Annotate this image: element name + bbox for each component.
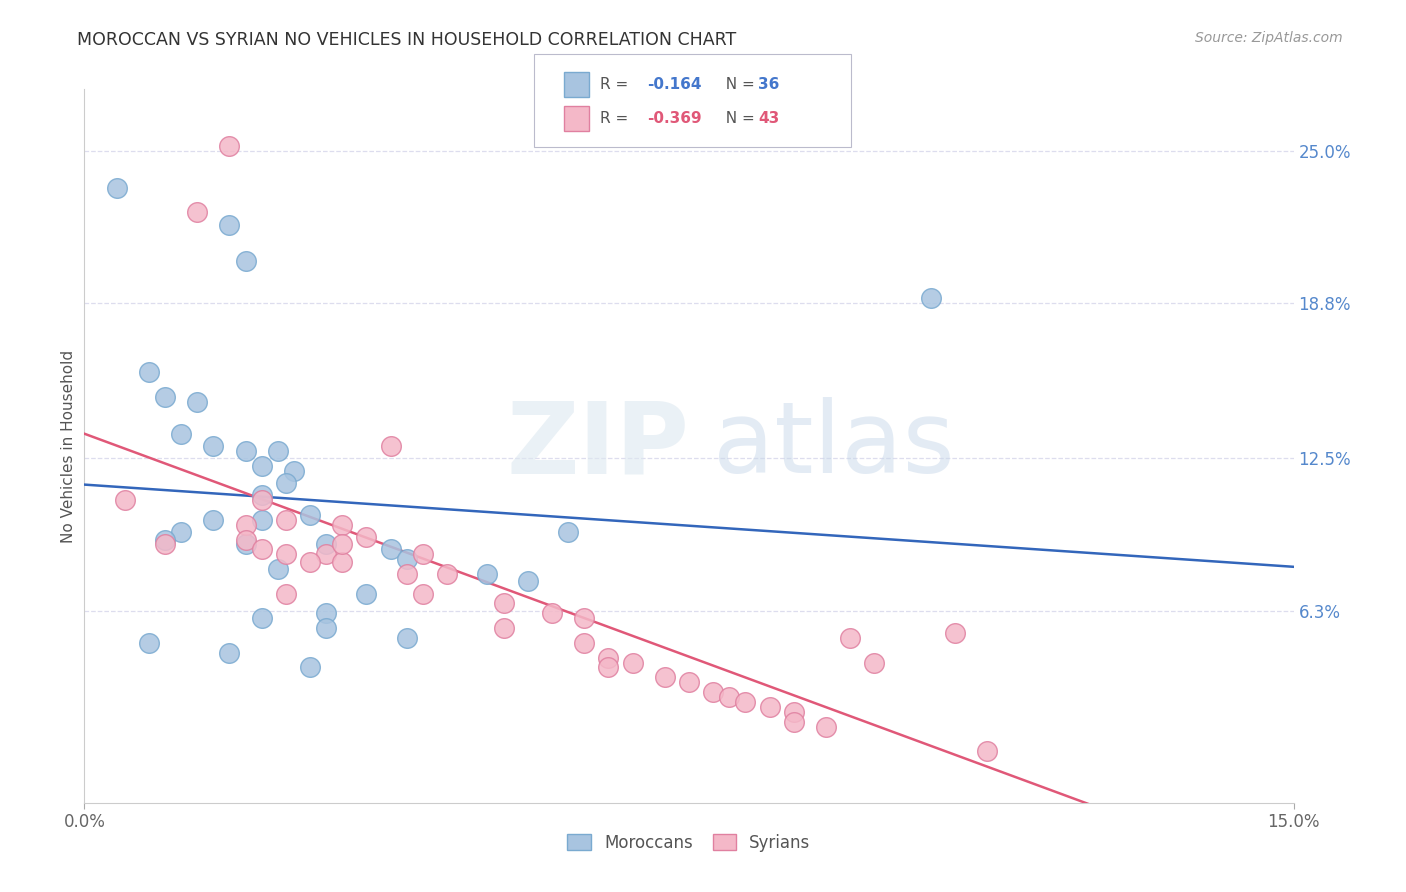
Point [395, 631, 418, 645]
Point [299, 508, 322, 522]
Point [920, 291, 942, 305]
Point [702, 685, 724, 699]
Point [274, 475, 297, 490]
Point [734, 695, 756, 709]
Point [356, 530, 378, 544]
Text: ZIP: ZIP [506, 398, 689, 494]
Text: atlas: atlas [713, 398, 955, 494]
Point [572, 636, 595, 650]
Point [654, 670, 676, 684]
Point [598, 650, 620, 665]
Point [330, 537, 353, 551]
Point [250, 493, 273, 508]
Point [572, 611, 595, 625]
Point [218, 646, 240, 660]
Point [477, 566, 499, 581]
Point [299, 660, 322, 674]
Text: 43: 43 [758, 112, 779, 126]
Point [976, 744, 998, 758]
Text: -0.369: -0.369 [647, 112, 702, 126]
Point [235, 533, 257, 547]
Point [274, 513, 297, 527]
Point [356, 587, 378, 601]
Point [250, 488, 273, 502]
Point [114, 493, 136, 508]
Point [492, 597, 515, 611]
Text: Source: ZipAtlas.com: Source: ZipAtlas.com [1195, 31, 1343, 45]
Point [299, 555, 322, 569]
Point [250, 458, 273, 473]
Point [250, 611, 273, 625]
Point [283, 464, 305, 478]
Point [138, 365, 160, 379]
Point [170, 525, 193, 540]
Point [516, 574, 538, 589]
Point [943, 626, 966, 640]
Legend: Moroccans, Syrians: Moroccans, Syrians [561, 828, 817, 859]
Point [863, 656, 886, 670]
Point [330, 517, 353, 532]
Point [267, 444, 290, 458]
Point [235, 537, 257, 551]
Point [153, 537, 176, 551]
Point [250, 542, 273, 557]
Point [315, 537, 337, 551]
Point [138, 636, 160, 650]
Text: -0.164: -0.164 [647, 78, 702, 92]
Point [492, 621, 515, 635]
Point [202, 439, 225, 453]
Point [235, 444, 257, 458]
Point [783, 714, 806, 729]
Point [235, 517, 257, 532]
Point [412, 587, 434, 601]
Point [839, 631, 862, 645]
Point [218, 218, 240, 232]
Point [202, 513, 225, 527]
Point [330, 555, 353, 569]
Point [235, 254, 257, 268]
Point [621, 656, 644, 670]
Point [186, 205, 208, 219]
Point [170, 426, 193, 441]
Point [395, 552, 418, 566]
Point [412, 547, 434, 561]
Point [218, 138, 240, 153]
Point [105, 180, 128, 194]
Point [380, 542, 402, 557]
Point [380, 439, 402, 453]
Point [186, 394, 208, 409]
Point [718, 690, 741, 704]
Text: N =: N = [716, 78, 759, 92]
Text: R =: R = [600, 78, 634, 92]
Y-axis label: No Vehicles in Household: No Vehicles in Household [60, 350, 76, 542]
Point [274, 547, 297, 561]
Text: R =: R = [600, 112, 634, 126]
Point [153, 533, 176, 547]
Point [557, 525, 579, 540]
Point [541, 607, 564, 621]
Point [678, 675, 700, 690]
Point [315, 547, 337, 561]
Text: 36: 36 [758, 78, 779, 92]
Point [783, 705, 806, 719]
Point [814, 719, 837, 733]
Point [598, 660, 620, 674]
Point [315, 607, 337, 621]
Point [153, 390, 176, 404]
Text: N =: N = [716, 112, 759, 126]
Point [250, 513, 273, 527]
Point [395, 566, 418, 581]
Point [274, 587, 297, 601]
Text: MOROCCAN VS SYRIAN NO VEHICLES IN HOUSEHOLD CORRELATION CHART: MOROCCAN VS SYRIAN NO VEHICLES IN HOUSEH… [77, 31, 737, 49]
Point [436, 566, 458, 581]
Point [315, 621, 337, 635]
Point [267, 562, 290, 576]
Point [758, 699, 780, 714]
